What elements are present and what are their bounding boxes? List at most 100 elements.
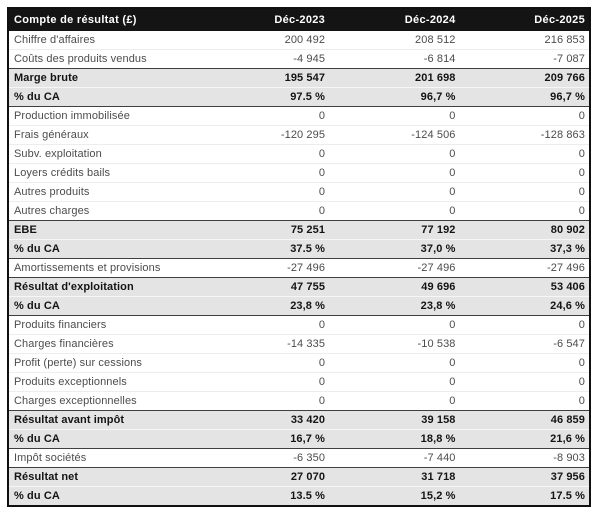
row-value: 0 bbox=[459, 163, 590, 183]
row-value: 37,0 % bbox=[329, 239, 460, 259]
row-value: 0 bbox=[329, 163, 460, 183]
table-row: Résultat net 27 070 31 718 37 956 bbox=[8, 467, 590, 487]
row-value: 97.5 % bbox=[198, 87, 330, 107]
row-value: -27 496 bbox=[198, 258, 330, 278]
table-row: Production immobilisée 0 0 0 bbox=[8, 106, 590, 126]
table-row: % du CA 16,7 % 18,8 % 21,6 % bbox=[8, 429, 590, 449]
row-value: -6 547 bbox=[459, 334, 590, 354]
row-value: -14 335 bbox=[198, 334, 330, 354]
row-value: -120 295 bbox=[198, 125, 330, 145]
row-value: 0 bbox=[198, 315, 330, 335]
row-value: 39 158 bbox=[329, 410, 460, 430]
row-value: 0 bbox=[198, 201, 330, 221]
row-value: 0 bbox=[329, 372, 460, 392]
row-value: 37,3 % bbox=[459, 239, 590, 259]
row-label: Produits financiers bbox=[8, 315, 199, 335]
row-label: Production immobilisée bbox=[8, 106, 199, 126]
row-value: 200 492 bbox=[198, 31, 330, 50]
row-value: 16,7 % bbox=[198, 429, 330, 449]
row-value: 216 853 bbox=[459, 31, 590, 50]
row-value: 0 bbox=[459, 182, 590, 202]
row-value: 27 070 bbox=[198, 467, 330, 487]
table-row: % du CA 37.5 % 37,0 % 37,3 % bbox=[8, 239, 590, 259]
table-row: Charges financières -14 335 -10 538 -6 547 bbox=[8, 334, 590, 354]
row-label: Amortissements et provisions bbox=[8, 258, 199, 278]
row-value: 37.5 % bbox=[198, 239, 330, 259]
row-value: 0 bbox=[459, 372, 590, 392]
row-value: 0 bbox=[329, 201, 460, 221]
row-label: Autres charges bbox=[8, 201, 199, 221]
row-value: 96,7 % bbox=[329, 87, 460, 107]
row-value: 31 718 bbox=[329, 467, 460, 487]
row-value: -124 506 bbox=[329, 125, 460, 145]
row-label: Profit (perte) sur cessions bbox=[8, 353, 199, 373]
row-label: Résultat avant impôt bbox=[8, 410, 199, 430]
table-row: Marge brute 195 547 201 698 209 766 bbox=[8, 68, 590, 88]
table-row: Frais généraux -120 295 -124 506 -128 863 bbox=[8, 125, 590, 145]
row-label: Charges exceptionnelles bbox=[8, 391, 199, 411]
row-value: -128 863 bbox=[459, 125, 590, 145]
row-label: % du CA bbox=[8, 486, 199, 506]
row-value: 23,8 % bbox=[198, 296, 330, 316]
row-value: 0 bbox=[329, 391, 460, 411]
row-value: 13.5 % bbox=[198, 486, 330, 506]
table-row: % du CA 13.5 % 15,2 % 17.5 % bbox=[8, 486, 590, 506]
row-value: 49 696 bbox=[329, 277, 460, 297]
row-value: -6 814 bbox=[329, 49, 460, 69]
row-label: Loyers crédits bails bbox=[8, 163, 199, 183]
income-statement-table: Compte de résultat (£) Déc-2023 Déc-2024… bbox=[7, 7, 591, 507]
table-row: Amortissements et provisions -27 496 -27 4… bbox=[8, 258, 590, 278]
row-label: Autres produits bbox=[8, 182, 199, 202]
table-row: EBE 75 251 77 192 80 902 bbox=[8, 220, 590, 240]
column-header-dec-2024: Déc-2024 bbox=[329, 8, 460, 31]
row-value: 17.5 % bbox=[459, 486, 590, 506]
row-value: 80 902 bbox=[459, 220, 590, 240]
row-value: -7 440 bbox=[329, 448, 460, 468]
row-value: 96,7 % bbox=[459, 87, 590, 107]
row-value: 0 bbox=[198, 144, 330, 164]
row-value: 0 bbox=[329, 353, 460, 373]
row-value: 209 766 bbox=[459, 68, 590, 88]
row-value: 53 406 bbox=[459, 277, 590, 297]
table-row: % du CA 97.5 % 96,7 % 96,7 % bbox=[8, 87, 590, 107]
table-body: Chiffre d'affaires 200 492 208 512 216 853 C… bbox=[8, 31, 590, 506]
row-value: 24,6 % bbox=[459, 296, 590, 316]
table-header: Compte de résultat (£) Déc-2023 Déc-2024… bbox=[8, 8, 590, 31]
row-value: 47 755 bbox=[198, 277, 330, 297]
row-value: 75 251 bbox=[198, 220, 330, 240]
table-row: Chiffre d'affaires 200 492 208 512 216 853 bbox=[8, 31, 590, 50]
table-row: Loyers crédits bails 0 0 0 bbox=[8, 163, 590, 183]
row-label: Subv. exploitation bbox=[8, 144, 199, 164]
row-value: 195 547 bbox=[198, 68, 330, 88]
row-value: -27 496 bbox=[459, 258, 590, 278]
row-value: -4 945 bbox=[198, 49, 330, 69]
row-value: 0 bbox=[459, 106, 590, 126]
table-row: Produits exceptionnels 0 0 0 bbox=[8, 372, 590, 392]
column-header-dec-2023: Déc-2023 bbox=[198, 8, 330, 31]
table-row: Résultat avant impôt 33 420 39 158 46 859 bbox=[8, 410, 590, 430]
row-label: Résultat net bbox=[8, 467, 199, 487]
table-row: Autres produits 0 0 0 bbox=[8, 182, 590, 202]
row-value: 0 bbox=[459, 201, 590, 221]
row-label: Coûts des produits vendus bbox=[8, 49, 199, 69]
row-value: 46 859 bbox=[459, 410, 590, 430]
row-value: 0 bbox=[459, 391, 590, 411]
row-value: 0 bbox=[459, 144, 590, 164]
table-row: Produits financiers 0 0 0 bbox=[8, 315, 590, 335]
table-row: Profit (perte) sur cessions 0 0 0 bbox=[8, 353, 590, 373]
table-row: Résultat d'exploitation 47 755 49 696 53 40… bbox=[8, 277, 590, 297]
row-label: Chiffre d'affaires bbox=[8, 31, 199, 50]
row-value: 0 bbox=[198, 353, 330, 373]
row-value: 208 512 bbox=[329, 31, 460, 50]
row-value: 23,8 % bbox=[329, 296, 460, 316]
table-row: % du CA 23,8 % 23,8 % 24,6 % bbox=[8, 296, 590, 316]
row-label: Marge brute bbox=[8, 68, 199, 88]
row-value: 0 bbox=[329, 106, 460, 126]
row-label: Frais généraux bbox=[8, 125, 199, 145]
table-row: Autres charges 0 0 0 bbox=[8, 201, 590, 221]
row-label: Charges financières bbox=[8, 334, 199, 354]
row-value: -27 496 bbox=[329, 258, 460, 278]
header-row: Compte de résultat (£) Déc-2023 Déc-2024… bbox=[8, 8, 590, 31]
row-value: 21,6 % bbox=[459, 429, 590, 449]
